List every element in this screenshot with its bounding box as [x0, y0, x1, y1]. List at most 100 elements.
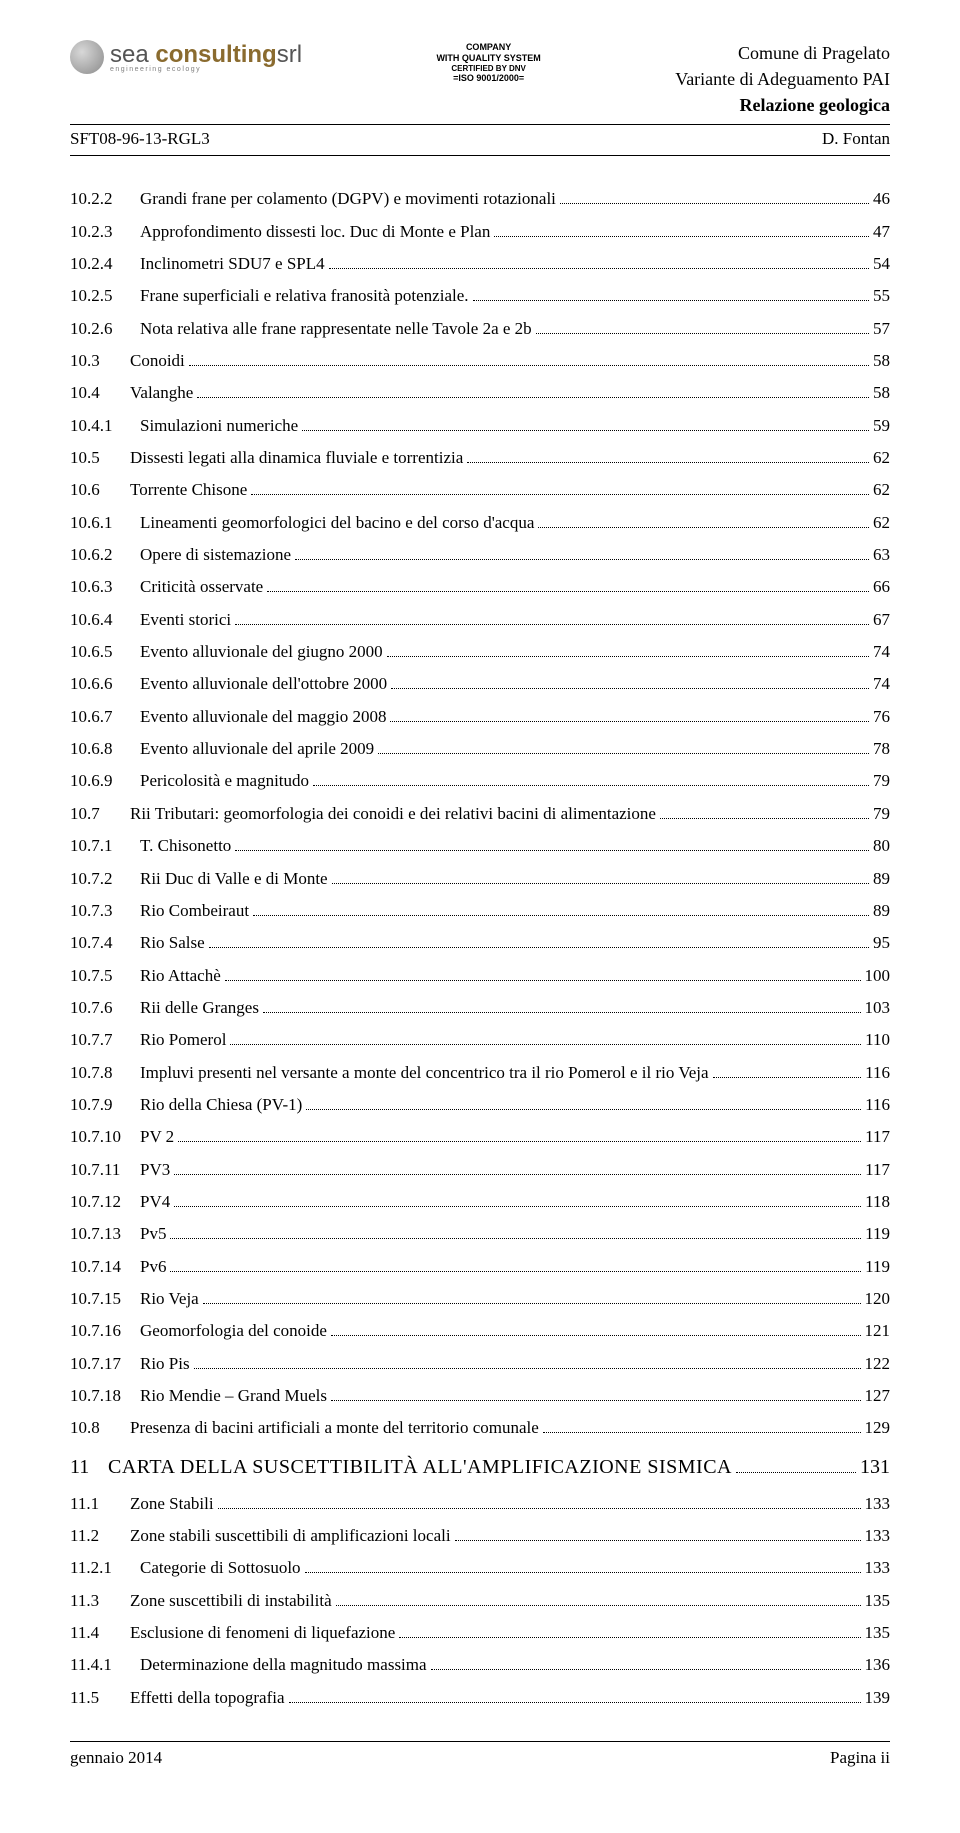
- toc-leader-dots: [455, 1540, 861, 1541]
- toc-row: 10.7.16Geomorfologia del conoide 121: [70, 1318, 890, 1344]
- doc-author: D. Fontan: [822, 129, 890, 149]
- toc-leader-dots: [387, 656, 869, 657]
- toc-leader-dots: [560, 203, 869, 204]
- doc-number: SFT08-96-13-RGL3: [70, 129, 210, 149]
- toc-leader-dots: [209, 947, 869, 948]
- toc-num: 10.2.4: [70, 251, 140, 277]
- toc-row: 10.7.10PV 2117: [70, 1124, 890, 1150]
- toc-page: 62: [873, 510, 890, 536]
- toc-row: 10.6.2Opere di sistemazione63: [70, 542, 890, 568]
- toc-row: 10.6.5Evento alluvionale del giugno 2000…: [70, 639, 890, 665]
- logo-icon: [70, 40, 104, 74]
- toc-page: 129: [865, 1415, 891, 1441]
- toc-page: 89: [873, 898, 890, 924]
- toc-num: 10.3: [70, 348, 130, 374]
- toc-num: 10.6.9: [70, 768, 140, 794]
- toc-page: 79: [873, 801, 890, 827]
- toc-leader-dots: [391, 688, 869, 689]
- toc-title: Inclinometri SDU7 e SPL4: [140, 251, 325, 277]
- toc-page: 121: [865, 1318, 891, 1344]
- toc-title: T. Chisonetto: [140, 833, 231, 859]
- toc-row: 10.6.9Pericolosità e magnitudo79: [70, 768, 890, 794]
- toc-title: PV4: [140, 1189, 170, 1215]
- doc-right-line-2: Variante di Adeguamento PAI: [675, 66, 890, 92]
- toc-title: Approfondimento dissesti loc. Duc di Mon…: [140, 219, 490, 245]
- toc-leader-dots: [306, 1109, 861, 1110]
- toc-leader-dots: [225, 980, 861, 981]
- toc-num: 10.7.6: [70, 995, 140, 1021]
- toc-page: 67: [873, 607, 890, 633]
- page: sea consultingsrl engineering ecology CO…: [0, 0, 960, 1798]
- doc-title-block: Comune di Pragelato Variante di Adeguame…: [675, 40, 890, 118]
- toc-num: 10.4: [70, 380, 130, 406]
- toc-title: Rio Pis: [140, 1351, 190, 1377]
- toc-leader-dots: [332, 883, 869, 884]
- toc-num: 10.7.11: [70, 1157, 140, 1183]
- toc-page: 116: [865, 1060, 890, 1086]
- logo-text: sea consultingsrl: [110, 41, 302, 69]
- toc-leader-dots: [189, 365, 869, 366]
- toc-row: 10.2.6Nota relativa alle frane rappresen…: [70, 316, 890, 342]
- toc-leader-dots: [302, 430, 869, 431]
- toc-leader-dots: [313, 785, 869, 786]
- toc-page: 95: [873, 930, 890, 956]
- toc-title: Zone Stabili: [130, 1491, 214, 1517]
- subheader: SFT08-96-13-RGL3 D. Fontan: [70, 129, 890, 156]
- toc-title: Pv5: [140, 1221, 166, 1247]
- toc-num: 10.6.7: [70, 704, 140, 730]
- toc-row: 10.7.18Rio Mendie – Grand Muels127: [70, 1383, 890, 1409]
- doc-right-line-1: Comune di Pragelato: [675, 40, 890, 66]
- toc-page: 135: [865, 1588, 891, 1614]
- toc-page: 139: [865, 1685, 891, 1711]
- toc-leader-dots: [543, 1432, 861, 1433]
- toc-row: 10.6.1Lineamenti geomorfologici del baci…: [70, 510, 890, 536]
- toc-row: 10.2.3Approfondimento dissesti loc. Duc …: [70, 219, 890, 245]
- toc-row: 10.7.5Rio Attachè100: [70, 963, 890, 989]
- logo-suffix: srl: [277, 41, 302, 68]
- toc-num: 10.7.17: [70, 1351, 140, 1377]
- toc-page: 62: [873, 445, 890, 471]
- toc-leader-dots: [378, 753, 869, 754]
- toc-row: 11.2Zone stabili suscettibili di amplifi…: [70, 1523, 890, 1549]
- toc-leader-dots: [235, 850, 869, 851]
- toc-row: 10.7.11PV3117: [70, 1157, 890, 1183]
- toc-row: 10.6.6Evento alluvionale dell'ottobre 20…: [70, 671, 890, 697]
- toc-leader-dots: [331, 1400, 861, 1401]
- toc-leader-dots: [174, 1206, 861, 1207]
- toc-num: 10.8: [70, 1415, 130, 1441]
- toc-row: 10.7.8Impluvi presenti nel versante a mo…: [70, 1060, 890, 1086]
- toc-title: Rio Veja: [140, 1286, 199, 1312]
- toc-page: 127: [865, 1383, 891, 1409]
- toc-row: 10.7.9Rio della Chiesa (PV-1)116: [70, 1092, 890, 1118]
- toc-page: 89: [873, 866, 890, 892]
- toc-title: Conoidi: [130, 348, 185, 374]
- toc-num: 11.2: [70, 1523, 130, 1549]
- toc-title: Rio Mendie – Grand Muels: [140, 1383, 327, 1409]
- toc-num: 10.7.9: [70, 1092, 140, 1118]
- logo-area: sea consultingsrl engineering ecology: [70, 40, 302, 74]
- toc-num: 10.7.12: [70, 1189, 140, 1215]
- toc-row: 10.6.7Evento alluvionale del maggio 2008…: [70, 704, 890, 730]
- toc-row: 10.2.2Grandi frane per colamento (DGPV) …: [70, 186, 890, 212]
- toc-title: Evento alluvionale del giugno 2000: [140, 639, 383, 665]
- toc-row: 11.4Esclusione di fenomeni di liquefazio…: [70, 1620, 890, 1646]
- toc-row: 10.7.1T. Chisonetto80: [70, 833, 890, 859]
- toc-leader-dots: [336, 1605, 861, 1606]
- toc-page: 58: [873, 348, 890, 374]
- toc-num: 10.7.10: [70, 1124, 140, 1150]
- toc-row: 10.2.4Inclinometri SDU7 e SPL454: [70, 251, 890, 277]
- toc-num: 10.7.16: [70, 1318, 140, 1344]
- toc-title: Evento alluvionale del maggio 2008: [140, 704, 386, 730]
- table-of-contents: 10.2.2Grandi frane per colamento (DGPV) …: [70, 186, 890, 1711]
- toc-page: 119: [865, 1221, 890, 1247]
- toc-page: 74: [873, 671, 890, 697]
- toc-num: 10.2.6: [70, 316, 140, 342]
- toc-title: Geomorfologia del conoide: [140, 1318, 327, 1344]
- toc-title: Rio Combeiraut: [140, 898, 249, 924]
- toc-num: 10.6.6: [70, 671, 140, 697]
- toc-page: 46: [873, 186, 890, 212]
- cert-line-2: WITH QUALITY SYSTEM: [436, 53, 540, 64]
- toc-num: 10.7: [70, 801, 130, 827]
- toc-row: 10.6Torrente Chisone62: [70, 477, 890, 503]
- toc-num: 11.4: [70, 1620, 130, 1646]
